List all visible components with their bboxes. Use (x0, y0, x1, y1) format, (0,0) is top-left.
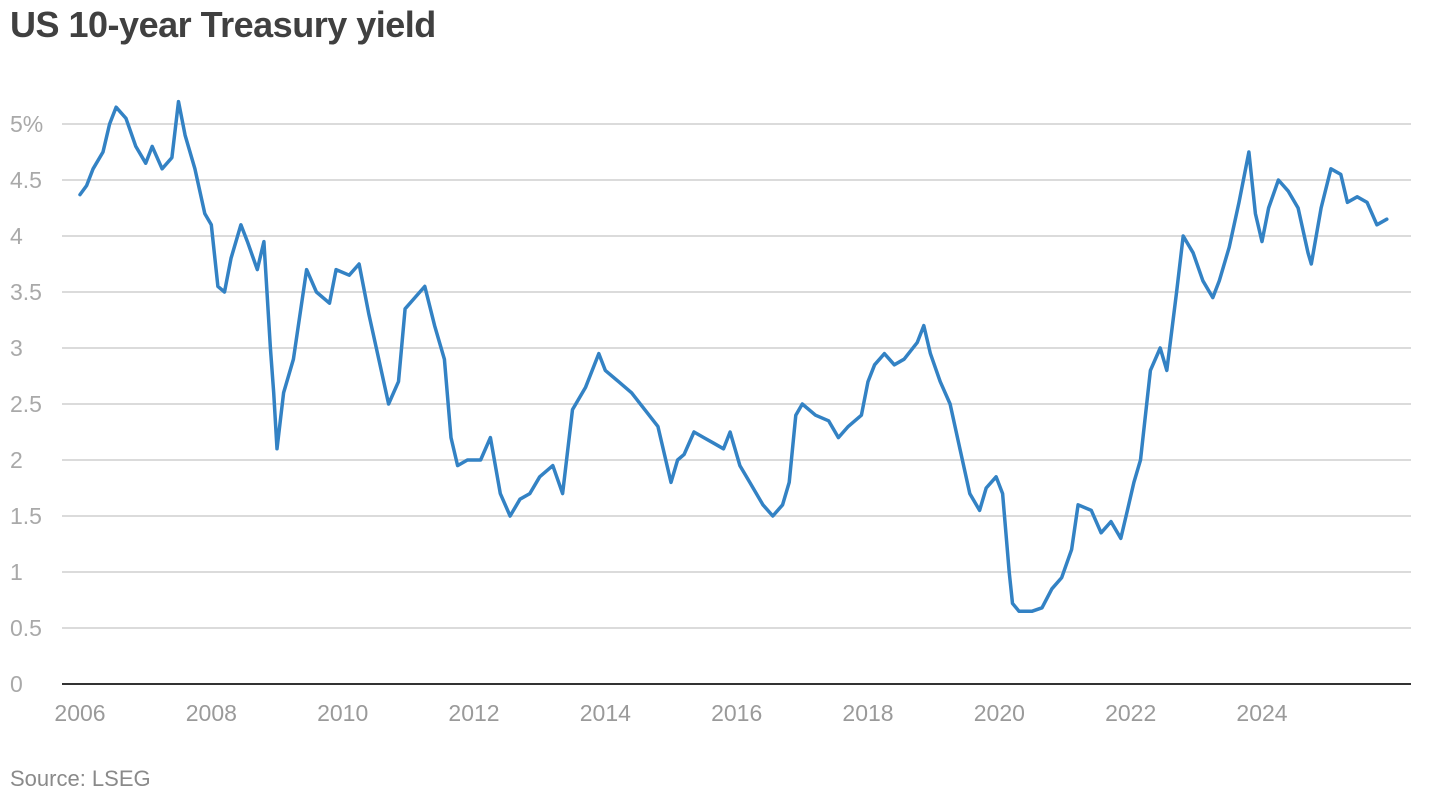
y-tick-label: 1 (10, 559, 23, 585)
x-tick-label: 2016 (711, 700, 762, 726)
x-tick-label: 2008 (186, 700, 237, 726)
chart-title: US 10-year Treasury yield (10, 4, 436, 45)
y-tick-label: 0.5 (10, 615, 42, 641)
x-tick-label: 2006 (54, 700, 105, 726)
y-tick-label: 0 (10, 671, 23, 697)
grid-lines (62, 123, 1411, 629)
x-tick-label: 2024 (1236, 700, 1287, 726)
series-layer (78, 99, 1389, 613)
x-tick-label: 2022 (1105, 700, 1156, 726)
x-tick-label: 2020 (974, 700, 1025, 726)
y-tick-label: 5% (10, 111, 43, 137)
y-tick-label: 1.5 (10, 503, 42, 529)
x-axis-ticks: 2006 2008 2010 2012 2014 2016 2018 2020 2022 2024 (54, 700, 1287, 726)
series-line (78, 99, 1389, 613)
y-tick-label: 2.5 (10, 391, 42, 417)
x-tick-label: 2014 (580, 700, 631, 726)
y-tick-label: 3 (10, 335, 23, 361)
y-tick-label: 4.5 (10, 167, 42, 193)
x-tick-label: 2012 (448, 700, 499, 726)
y-tick-label: 3.5 (10, 279, 42, 305)
x-tick-label: 2010 (317, 700, 368, 726)
y-tick-label: 4 (10, 223, 23, 249)
y-axis-ticks: 0 0.5 1 1.5 2 2.5 3 3.5 4 4.5 5% (10, 111, 43, 697)
x-tick-label: 2018 (842, 700, 893, 726)
y-tick-label: 2 (10, 447, 23, 473)
source-note: Source: LSEG (10, 766, 151, 791)
